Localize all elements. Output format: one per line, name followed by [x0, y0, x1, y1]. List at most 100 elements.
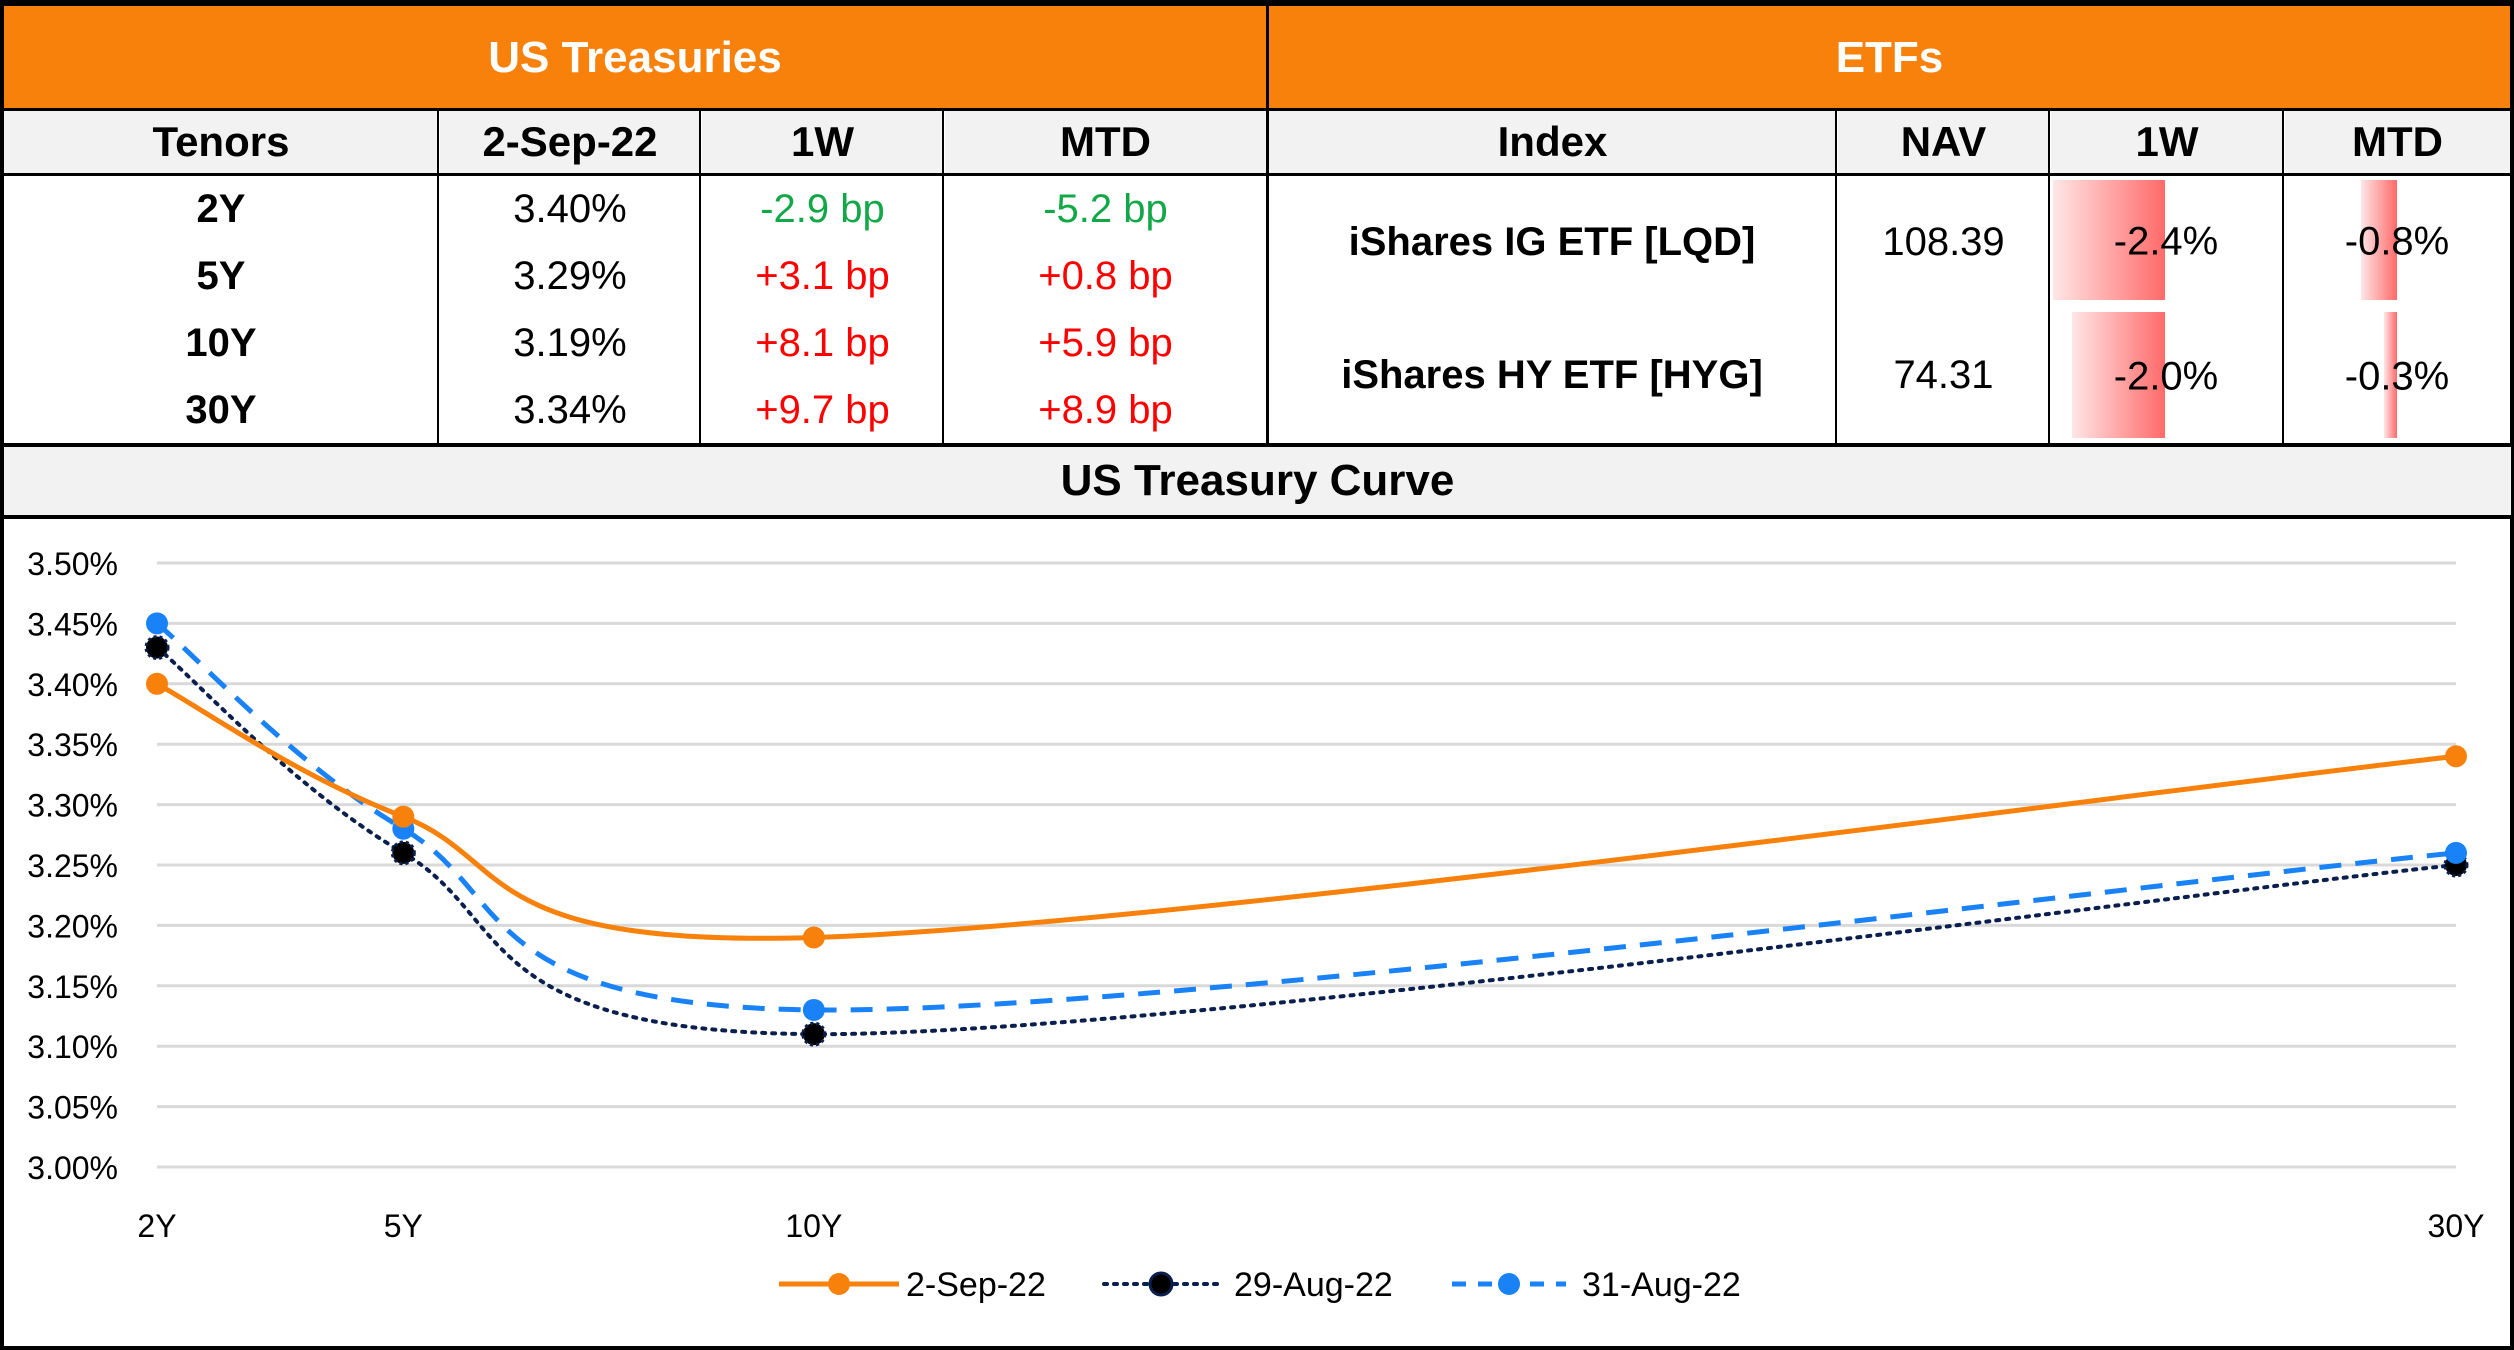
change-1w-cell: +9.7 bp: [755, 388, 890, 432]
col-header-etf-1w: 1W: [2051, 111, 2283, 173]
etfs-section-header: ETFs: [1269, 6, 2510, 109]
section-divider: [1266, 6, 1269, 443]
y-tick-label: 3.05%: [27, 1090, 118, 1126]
data-point: [2445, 745, 2467, 768]
etfs-title: ETFs: [1835, 32, 1944, 82]
table-row: 30Y 3.34% +9.7 bp +8.9 bp: [4, 377, 1266, 444]
column-divider: [699, 111, 701, 444]
table-row: 10Y 3.19% +8.1 bp +5.9 bp: [4, 310, 1266, 377]
etf-1w-cell: -2.0%: [2113, 354, 2219, 399]
series-line-31-Aug-22: [155, 621, 2457, 1013]
col-header-label: NAV: [1900, 118, 1987, 165]
etf-nav-cell: 108.39: [1882, 220, 2005, 264]
column-divider: [437, 111, 439, 444]
col-header-etf-mtd: MTD: [2285, 111, 2510, 173]
col-header-label: Tenors: [152, 118, 290, 165]
databar-mtd: [2361, 180, 2397, 300]
col-header-label: 2-Sep-22: [482, 118, 658, 165]
table-row: 5Y 3.29% +3.1 bp +0.8 bp: [4, 243, 1266, 310]
tenor-cell: 5Y: [196, 254, 246, 298]
x-tick-label: 2Y: [137, 1208, 176, 1244]
table-row: 2Y 3.40% -2.9 bp -5.2 bp: [4, 176, 1266, 243]
col-header-label: Index: [1497, 118, 1608, 165]
etf-nav-cell: 74.31: [1893, 353, 1994, 397]
legend-label: 2-Sep-22: [906, 1266, 1046, 1304]
col-header-label: MTD: [1060, 118, 1151, 165]
y-tick-label: 3.25%: [27, 848, 118, 884]
column-divider: [942, 111, 944, 444]
y-tick-label: 3.50%: [27, 546, 118, 582]
y-tick-label: 3.10%: [27, 1029, 118, 1065]
col-header-1w: 1W: [702, 111, 943, 173]
treasuries-title: US Treasuries: [488, 32, 782, 82]
x-tick-label: 30Y: [2428, 1208, 2485, 1244]
legend-marker: [1498, 1273, 1520, 1295]
databar-1w: [2071, 312, 2165, 438]
x-tick-label: 5Y: [384, 1208, 423, 1244]
data-point: [390, 840, 416, 866]
etf-name-cell: iShares IG ETF [LQD]: [1348, 220, 1756, 264]
legend-label: 29-Aug-22: [1234, 1266, 1393, 1304]
column-divider: [1835, 111, 1837, 444]
data-point: [802, 926, 825, 949]
data-point: [801, 1021, 827, 1047]
change-mtd-cell: +5.9 bp: [1038, 321, 1173, 365]
column-divider: [2282, 111, 2284, 444]
yield-cell: 3.34%: [513, 388, 627, 432]
databar-1w: [2052, 180, 2165, 300]
column-divider: [2048, 111, 2050, 444]
x-tick-label: 10Y: [785, 1208, 842, 1244]
data-point: [802, 998, 825, 1021]
databar-mtd: [2383, 312, 2397, 438]
table-bottom-border: [0, 443, 2514, 447]
yield-cell: 3.19%: [513, 321, 627, 365]
y-tick-label: 3.45%: [27, 606, 118, 642]
column-header-divider: [0, 173, 2514, 176]
col-header-date: 2-Sep-22: [440, 111, 700, 173]
change-mtd-cell: -5.2 bp: [1043, 187, 1168, 231]
y-tick-label: 3.15%: [27, 969, 118, 1005]
etf-1w-cell: -2.4%: [2113, 219, 2219, 264]
change-1w-cell: -2.9 bp: [760, 187, 885, 231]
series-line-29-Aug-22: [155, 645, 2458, 1037]
col-header-tenors: Tenors: [4, 111, 438, 173]
col-header-mtd: MTD: [945, 111, 1266, 173]
chart-title-divider: [0, 515, 2514, 519]
legend-marker: [1148, 1271, 1174, 1297]
legend-label: 31-Aug-22: [1582, 1266, 1741, 1304]
data-point: [146, 672, 168, 695]
change-1w-cell: +3.1 bp: [755, 254, 890, 298]
data-point: [392, 805, 415, 828]
col-header-label: 1W: [791, 118, 854, 165]
yield-cell: 3.40%: [513, 187, 627, 231]
data-point: [146, 612, 168, 635]
etf-mtd-cell: -0.3%: [2344, 354, 2450, 399]
tenor-cell: 10Y: [185, 321, 257, 365]
data-point: [144, 635, 170, 661]
legend-marker: [828, 1273, 850, 1295]
chart-title: US Treasury Curve: [1060, 456, 1455, 505]
y-tick-label: 3.35%: [27, 727, 118, 763]
y-tick-label: 3.30%: [27, 788, 118, 824]
change-mtd-cell: +0.8 bp: [1038, 254, 1173, 298]
series-line-2-Sep-22: [155, 681, 2457, 941]
tenor-cell: 30Y: [185, 388, 257, 432]
col-header-nav: NAV: [1838, 111, 2049, 173]
etf-name-cell: iShares HY ETF [HYG]: [1341, 353, 1763, 397]
etf-mtd-cell: -0.8%: [2344, 219, 2450, 264]
yield-cell: 3.29%: [513, 254, 627, 298]
table-row: iShares IG ETF [LQD] 108.39 -2.4% -0.8%: [1269, 176, 2510, 309]
chart-title-bar: US Treasury Curve: [4, 447, 2511, 515]
change-mtd-cell: +8.9 bp: [1038, 388, 1173, 432]
header-divider: [0, 108, 2514, 111]
col-header-label: 1W: [2135, 118, 2199, 165]
y-tick-label: 3.20%: [27, 908, 118, 944]
tenor-cell: 2Y: [196, 187, 246, 231]
data-point: [2445, 841, 2467, 864]
treasuries-section-header: US Treasuries: [4, 6, 1266, 109]
y-tick-label: 3.00%: [27, 1150, 118, 1186]
etf-table-body: iShares IG ETF [LQD] 108.39 -2.4% -0.8% …: [1269, 176, 2510, 443]
col-header-label: MTD: [2352, 118, 2443, 165]
